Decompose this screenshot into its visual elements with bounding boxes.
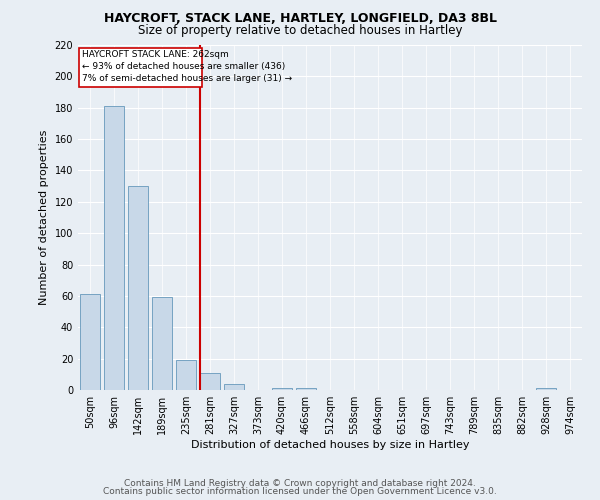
Bar [200, 373, 220, 390]
Bar [128, 186, 148, 390]
Bar [272, 388, 292, 390]
Text: HAYCROFT, STACK LANE, HARTLEY, LONGFIELD, DA3 8BL: HAYCROFT, STACK LANE, HARTLEY, LONGFIELD… [104, 12, 497, 26]
FancyBboxPatch shape [79, 48, 202, 88]
Text: Size of property relative to detached houses in Hartley: Size of property relative to detached ho… [138, 24, 462, 37]
Bar [152, 298, 172, 390]
Bar [536, 388, 556, 390]
Bar [104, 106, 124, 390]
Text: ← 93% of detached houses are smaller (436): ← 93% of detached houses are smaller (43… [82, 62, 285, 71]
Bar [176, 360, 196, 390]
Bar [224, 384, 244, 390]
Text: Contains HM Land Registry data © Crown copyright and database right 2024.: Contains HM Land Registry data © Crown c… [124, 478, 476, 488]
Bar [296, 388, 316, 390]
Text: 7% of semi-detached houses are larger (31) →: 7% of semi-detached houses are larger (3… [82, 74, 292, 83]
Text: HAYCROFT STACK LANE: 262sqm: HAYCROFT STACK LANE: 262sqm [82, 50, 229, 59]
Text: Contains public sector information licensed under the Open Government Licence v3: Contains public sector information licen… [103, 487, 497, 496]
X-axis label: Distribution of detached houses by size in Hartley: Distribution of detached houses by size … [191, 440, 469, 450]
Y-axis label: Number of detached properties: Number of detached properties [39, 130, 49, 305]
Bar [80, 294, 100, 390]
